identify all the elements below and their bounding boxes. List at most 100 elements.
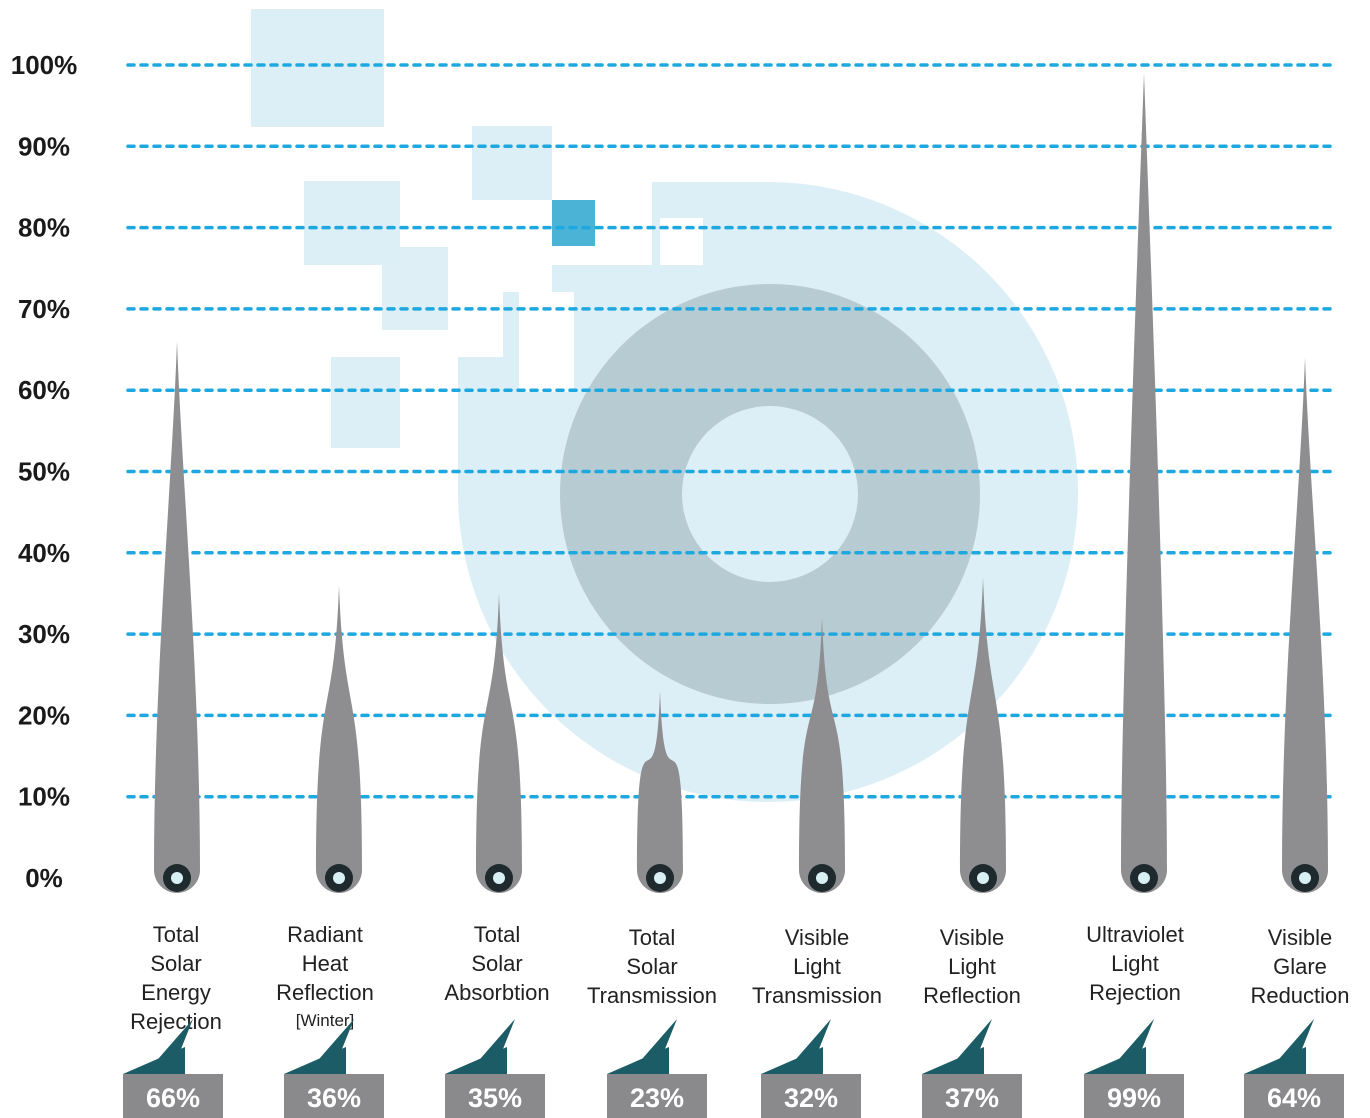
needle-marker [1121, 73, 1167, 893]
flag-marker [1266, 1019, 1314, 1074]
needle-marker [476, 593, 522, 893]
category-label-line: Energy [141, 980, 211, 1005]
value-text: 23% [630, 1083, 684, 1113]
value-box [1244, 1074, 1344, 1118]
needle-hub-center [1299, 872, 1311, 884]
category-label-line: Solar [150, 951, 201, 976]
category-label: Radiant Heat Reflection [276, 922, 374, 1005]
category-label-line: Light [793, 954, 841, 979]
watermark-hole [682, 406, 858, 582]
watermark-square [331, 357, 400, 448]
category-label-line: Glare [1273, 954, 1327, 979]
category-label-line: Reduction [1250, 983, 1349, 1008]
value-text: 32% [784, 1083, 838, 1113]
flag-marker [1106, 1019, 1154, 1074]
y-tick-label: 70% [18, 294, 70, 324]
y-tick-label: 80% [18, 213, 70, 243]
needle-marker [154, 341, 200, 893]
y-tick-label: 60% [18, 375, 70, 405]
flag-marker [783, 1019, 831, 1074]
value-box [922, 1074, 1022, 1118]
value-text: 37% [945, 1083, 999, 1113]
value-box [445, 1074, 545, 1118]
y-axis: 0% 10% 20% 30% 40% 50% 60% 70% 80% 90% 100% [11, 50, 78, 893]
value-label: 66% [123, 1019, 223, 1118]
needle-marks [154, 73, 1328, 893]
category-label-line: Transmission [752, 983, 882, 1008]
category-label-line: Total [153, 922, 199, 947]
category-label-line: Visible [785, 925, 849, 950]
y-tick-label: 50% [18, 457, 70, 487]
category-label-line: Reflection [923, 983, 1021, 1008]
needle-hub-center [171, 872, 183, 884]
category-label-line: Radiant [287, 922, 363, 947]
category-label-line: Total [629, 925, 675, 950]
value-label: 64% [1244, 1019, 1344, 1118]
needle-hub-center [654, 872, 666, 884]
needle-marker [316, 585, 362, 893]
needle-body [476, 593, 522, 893]
needle-marker [637, 691, 683, 893]
value-labels: 66% 36% 35% 23% 32% 37% 99% 64% [123, 1019, 1344, 1118]
needle-body [799, 617, 845, 893]
value-label: 37% [922, 1019, 1022, 1118]
value-box [607, 1074, 707, 1118]
needle-body [960, 577, 1006, 893]
value-text: 99% [1107, 1083, 1161, 1113]
category-label-line: Rejection [1089, 980, 1181, 1005]
category-label-line: Solar [471, 951, 522, 976]
category-label: Ultraviolet Light Rejection [1086, 922, 1184, 1005]
category-label-line: Total [474, 922, 520, 947]
value-box [1084, 1074, 1184, 1118]
category-label-line: Visible [1268, 925, 1332, 950]
needle-hub-center [333, 872, 345, 884]
needle-hub-center [977, 872, 989, 884]
watermark-square [382, 247, 448, 330]
needle-hub-center [1138, 872, 1150, 884]
value-label: 35% [445, 1019, 545, 1118]
flag-marker [306, 1019, 354, 1074]
needle-hub-center [493, 872, 505, 884]
category-label: Total Solar Energy Rejection [130, 922, 222, 1034]
category-label-line: Light [948, 954, 996, 979]
category-label-line: Absorbtion [444, 980, 549, 1005]
needle-body [637, 691, 683, 893]
category-label-line: Ultraviolet [1086, 922, 1184, 947]
needle-body [154, 341, 200, 893]
y-tick-label: 10% [18, 782, 70, 812]
watermark-notch [519, 292, 574, 392]
y-tick-label: 40% [18, 538, 70, 568]
watermark-square [472, 126, 552, 200]
value-label: 23% [607, 1019, 707, 1118]
flag-marker [467, 1019, 515, 1074]
category-label-line: Heat [302, 951, 348, 976]
category-label-line: Transmission [587, 983, 717, 1008]
category-label: Total Solar Absorbtion [444, 922, 549, 1005]
category-labels: Total Solar Energy Rejection Radiant Heat Refl… [130, 922, 1349, 1034]
category-label-line: Rejection [130, 1009, 222, 1034]
value-text: 35% [468, 1083, 522, 1113]
watermark-accent-square [552, 200, 595, 246]
value-label: 36% [284, 1019, 384, 1118]
category-label-line: Visible [940, 925, 1004, 950]
watermark-logo [251, 9, 1078, 802]
needle-body [1121, 73, 1167, 893]
value-box [761, 1074, 861, 1118]
needle-body [316, 585, 362, 893]
category-label: Total Solar Transmission [587, 925, 717, 1008]
category-label-line: Light [1111, 951, 1159, 976]
value-text: 36% [307, 1083, 361, 1113]
value-label: 99% [1084, 1019, 1184, 1118]
watermark-notch [660, 218, 703, 265]
flag-marker [629, 1019, 677, 1074]
needle-hub-center [816, 872, 828, 884]
value-text: 66% [146, 1083, 200, 1113]
category-note: [Winter] [296, 1011, 355, 1030]
flag-marker [145, 1019, 193, 1074]
y-tick-label: 90% [18, 131, 70, 161]
flag-marker [944, 1019, 992, 1074]
category-label-line: Reflection [276, 980, 374, 1005]
watermark-square [251, 9, 384, 127]
category-label-line: Solar [626, 954, 677, 979]
